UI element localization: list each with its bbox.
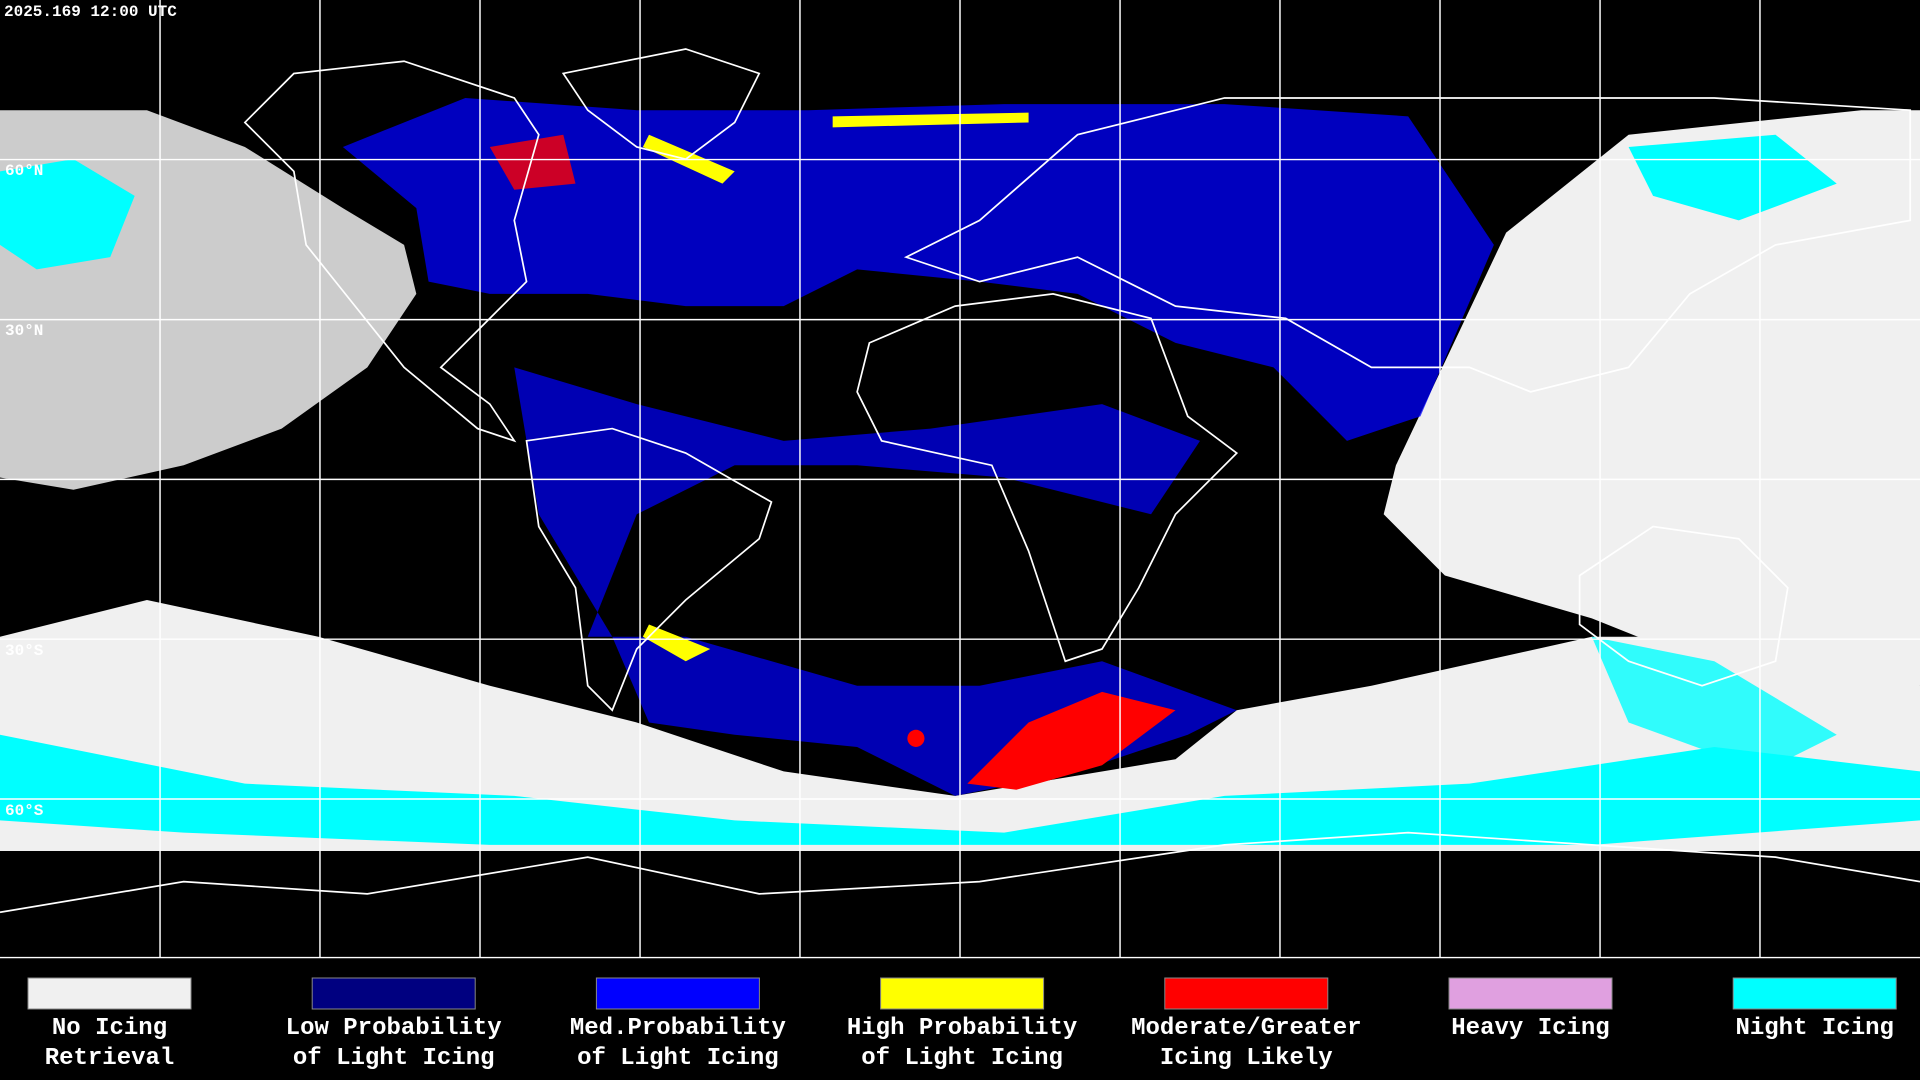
coastline [525, 427, 773, 712]
legend-swatch [1448, 977, 1613, 1010]
moderate-icing-region [489, 134, 576, 190]
legend-label: Moderate/Greater [1131, 1015, 1361, 1042]
coastline [1578, 525, 1789, 687]
map [0, 0, 1920, 959]
latitude-label: 30°N [5, 322, 43, 340]
legend-label: Night Icing [1735, 1015, 1893, 1042]
legend-swatch [1732, 977, 1897, 1010]
high-icing-region [832, 112, 1029, 128]
legend-label: Med.Probability [570, 1015, 786, 1042]
legend-label: Heavy Icing [1451, 1015, 1609, 1042]
night-icing-region [1628, 134, 1837, 221]
latitude-label: 30°S [5, 642, 44, 660]
no-icing-region [1383, 110, 1920, 686]
graticule [0, 0, 1920, 959]
moderate-icing-region [907, 729, 925, 747]
legend-swatch [595, 977, 760, 1010]
coastline [903, 97, 1912, 393]
med-icing-region [342, 97, 1494, 441]
timestamp: 2025.169 12:00 UTC [4, 3, 177, 21]
legend-label: of Light Icing [293, 1045, 495, 1072]
high-icing-region [642, 624, 711, 662]
med-icing-region [514, 367, 1237, 796]
legend-swatch [27, 977, 192, 1010]
legend-swatch [1164, 977, 1329, 1010]
coastline [856, 293, 1239, 663]
coastline [561, 48, 761, 161]
legend-swatch [880, 977, 1045, 1010]
legend-label: Low Probability [286, 1015, 502, 1042]
legend-label: High Probability [847, 1015, 1077, 1042]
product-field [0, 97, 1920, 852]
legend-label: of Light Icing [577, 1045, 779, 1072]
latitude-labels: 60°N 30°N 30°S 60°S [5, 162, 44, 820]
coastline [243, 60, 540, 443]
legend: No Icing Retrieval Low Probability of Light… [27, 977, 1897, 1072]
latitude-label: 60°N [5, 162, 43, 180]
coastlines [0, 48, 1920, 914]
night-icing-region [0, 159, 135, 270]
legend-label: No Icing [52, 1015, 167, 1042]
legend-swatch [311, 977, 476, 1010]
latitude-label: 60°S [5, 802, 44, 820]
legend-label: Icing Likely [1160, 1045, 1333, 1072]
coastline [0, 831, 1920, 914]
night-icing-region [1591, 636, 1837, 772]
legend-label: Retrieval [45, 1045, 175, 1072]
legend-label: of Light Icing [861, 1045, 1063, 1072]
moderate-icing-region [967, 691, 1176, 790]
